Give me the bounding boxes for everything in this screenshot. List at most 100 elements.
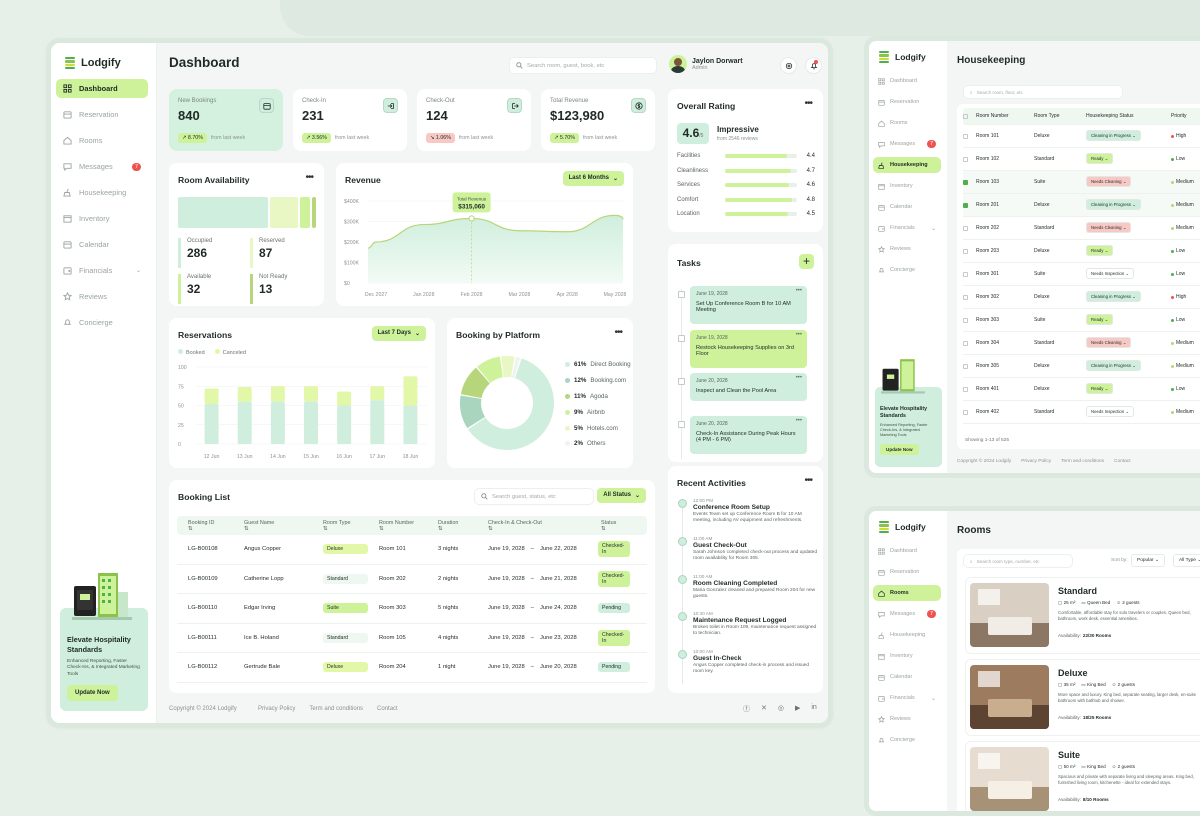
sidebar-item-dashboard[interactable]: Dashboard xyxy=(873,543,941,559)
sidebar-item-reviews[interactable]: Reviews xyxy=(873,711,941,727)
housekeeping-status-badge[interactable]: Ready ⌄ xyxy=(1086,245,1114,256)
activity-item[interactable]: 11:00 AM Guest Check-Out Sarah Johnson com… xyxy=(693,536,817,562)
table-row[interactable]: LG-B00110 Edgar Irving Suite Room 303 5 nigh… xyxy=(177,594,647,624)
donut-slice[interactable] xyxy=(477,356,503,383)
housekeeping-status-badge[interactable]: Needs Cleaning ⌄ xyxy=(1086,337,1132,348)
housekeeping-status-badge[interactable]: Ready ⌄ xyxy=(1086,383,1114,394)
sidebar-item-inventory[interactable]: Inventory xyxy=(873,648,941,664)
bar-canceled[interactable] xyxy=(204,388,219,404)
sidebar-item-calendar[interactable]: Calendar xyxy=(56,235,148,254)
more-icon[interactable]: ••• xyxy=(305,172,313,183)
task-checkbox[interactable] xyxy=(678,378,685,385)
table-row[interactable]: Room 304 Standard Needs Cleaning ⌄ Medium xyxy=(963,332,1200,355)
bar-canceled[interactable] xyxy=(270,386,285,402)
column-header[interactable]: Status ⇅ xyxy=(590,520,630,532)
logo[interactable]: Lodgify xyxy=(869,41,947,73)
task-item[interactable]: June 19, 2028 Restock Housekeeping Suppli… xyxy=(690,330,807,368)
bar-booked[interactable] xyxy=(204,403,219,444)
sidebar-item-reviews[interactable]: Reviews xyxy=(56,287,148,306)
task-item[interactable]: June 20, 2028 Inspect and Clean the Pool … xyxy=(690,373,807,401)
linkedin-icon[interactable]: in xyxy=(811,704,817,711)
column-header[interactable]: Guest Name ⇅ xyxy=(233,520,312,532)
bar-booked[interactable] xyxy=(237,401,252,444)
row-checkbox[interactable] xyxy=(963,386,968,392)
table-row[interactable]: LG-B00109 Catherine Lopp Standard Room 202 2… xyxy=(177,565,647,594)
x-icon[interactable]: ✕ xyxy=(761,705,767,712)
housekeeping-status-badge[interactable]: Needs Inspection ⌄ xyxy=(1086,268,1134,279)
row-checkbox[interactable] xyxy=(963,156,968,162)
row-checkbox[interactable] xyxy=(963,179,968,185)
room-card[interactable]: Deluxe ▢ 35 m² ▭ King Bed ☺ 2 guests More sp… xyxy=(965,659,1200,736)
row-checkbox[interactable] xyxy=(963,340,968,346)
more-icon[interactable]: ••• xyxy=(795,332,802,338)
sidebar-item-financials[interactable]: Financials ⌄ xyxy=(873,690,941,706)
table-row[interactable]: Room 201 Deluxe Cleaning in Progress ⌄ Medi… xyxy=(963,194,1200,217)
housekeeping-status-badge[interactable]: Cleaning in Progress ⌄ xyxy=(1086,360,1141,371)
donut-slice[interactable] xyxy=(460,395,486,429)
task-checkbox[interactable] xyxy=(678,335,685,342)
bar-booked[interactable] xyxy=(370,400,385,444)
sidebar-item-concierge[interactable]: Concierge xyxy=(56,313,148,332)
sidebar-item-financials[interactable]: Financials ⌄ xyxy=(56,261,148,280)
column-header[interactable]: Priority xyxy=(1171,113,1187,119)
logo[interactable]: Lodgify xyxy=(51,43,156,79)
sidebar-item-inventory[interactable]: Inventory xyxy=(56,209,148,228)
row-checkbox[interactable] xyxy=(963,271,968,277)
sidebar-item-housekeeping[interactable]: Housekeeping xyxy=(873,157,941,173)
bar-canceled[interactable] xyxy=(370,386,385,401)
sidebar-item-dashboard[interactable]: Dashboard xyxy=(873,73,941,89)
column-header[interactable]: Room Type xyxy=(1034,113,1060,119)
facebook-icon[interactable]: ⓕ xyxy=(743,706,750,713)
housekeeping-status-badge[interactable]: Ready ⌄ xyxy=(1086,314,1114,325)
table-row[interactable]: Room 301 Suite Needs Inspection ⌄ Low xyxy=(963,263,1200,286)
notifications-button[interactable] xyxy=(805,57,822,74)
contact-link[interactable]: Contact xyxy=(377,706,398,712)
housekeeping-status-badge[interactable]: Needs Cleaning ⌄ xyxy=(1086,222,1132,233)
status-filter-dropdown[interactable]: All Status ⌄ xyxy=(597,488,646,503)
bar-canceled[interactable] xyxy=(337,391,352,406)
sidebar-item-rooms[interactable]: Rooms xyxy=(873,585,941,601)
more-icon[interactable]: ••• xyxy=(795,375,802,381)
table-row[interactable]: LG-B00111 Ice B. Holand Standard Room 105 4 … xyxy=(177,624,647,653)
more-icon[interactable]: ••• xyxy=(614,327,622,338)
row-checkbox[interactable] xyxy=(963,248,968,254)
table-row[interactable]: LG-B00112 Gertrude Bale Deluxe Room 204 1 ni… xyxy=(177,653,647,683)
privacy-link[interactable]: Privacy Policy xyxy=(258,706,296,712)
table-row[interactable]: Room 101 Deluxe Cleaning in Progress ⌄ High xyxy=(963,125,1200,148)
row-checkbox[interactable] xyxy=(963,409,968,415)
table-row[interactable]: Room 302 Deluxe Cleaning in Progress ⌄ High xyxy=(963,286,1200,309)
table-row[interactable]: Room 401 Deluxe Ready ⌄ Low xyxy=(963,378,1200,401)
bar-booked[interactable] xyxy=(304,401,318,444)
sidebar-item-reservation[interactable]: Reservation xyxy=(873,94,941,110)
settings-button[interactable] xyxy=(780,57,797,74)
activity-item[interactable]: 11:00 AM Room Cleaning Completed Maria Gon… xyxy=(693,574,817,600)
add-task-button[interactable]: + xyxy=(799,254,814,269)
task-checkbox[interactable] xyxy=(678,421,685,428)
sidebar-item-concierge[interactable]: Concierge xyxy=(873,732,941,748)
sidebar-item-reservation[interactable]: Reservation xyxy=(873,564,941,580)
privacy-link[interactable]: Privacy Policy xyxy=(1021,459,1052,464)
reservations-period-dropdown[interactable]: Last 7 Days ⌄ xyxy=(371,326,426,341)
column-header[interactable]: Room Type ⇅ xyxy=(312,520,368,532)
task-item[interactable]: June 20, 2028 Check-In Assistance During … xyxy=(690,416,807,454)
sidebar-item-messages[interactable]: Messages 7 xyxy=(56,157,148,176)
youtube-icon[interactable]: ▶ xyxy=(794,705,801,712)
donut-slice[interactable] xyxy=(511,356,521,379)
housekeeping-status-badge[interactable]: Cleaning in Progress ⌄ xyxy=(1086,291,1141,302)
bar-booked[interactable] xyxy=(270,401,285,444)
sidebar-item-calendar[interactable]: Calendar xyxy=(873,199,941,215)
table-row[interactable]: Room 102 Standard Ready ⌄ Low xyxy=(963,148,1200,171)
search-input[interactable]: ⌕ Search room type, number, etc xyxy=(963,554,1073,568)
hover-point[interactable] xyxy=(468,215,475,222)
booking-search-input[interactable]: Search guest, status, etc xyxy=(474,488,594,505)
row-checkbox[interactable] xyxy=(963,317,968,323)
sidebar-item-rooms[interactable]: Rooms xyxy=(873,115,941,131)
housekeeping-status-badge[interactable]: Ready ⌄ xyxy=(1086,153,1114,164)
housekeeping-status-badge[interactable]: Needs Inspection ⌄ xyxy=(1086,406,1134,417)
sidebar-item-concierge[interactable]: Concierge xyxy=(873,262,941,278)
sidebar-item-rooms[interactable]: Rooms xyxy=(56,131,148,150)
housekeeping-status-badge[interactable]: Needs Cleaning ⌄ xyxy=(1086,176,1132,187)
terms-link[interactable]: Term and conditions xyxy=(1061,459,1104,464)
update-now-button[interactable]: Update Now xyxy=(880,444,919,455)
search-input[interactable]: Search room, guest, book, etc xyxy=(509,57,657,74)
